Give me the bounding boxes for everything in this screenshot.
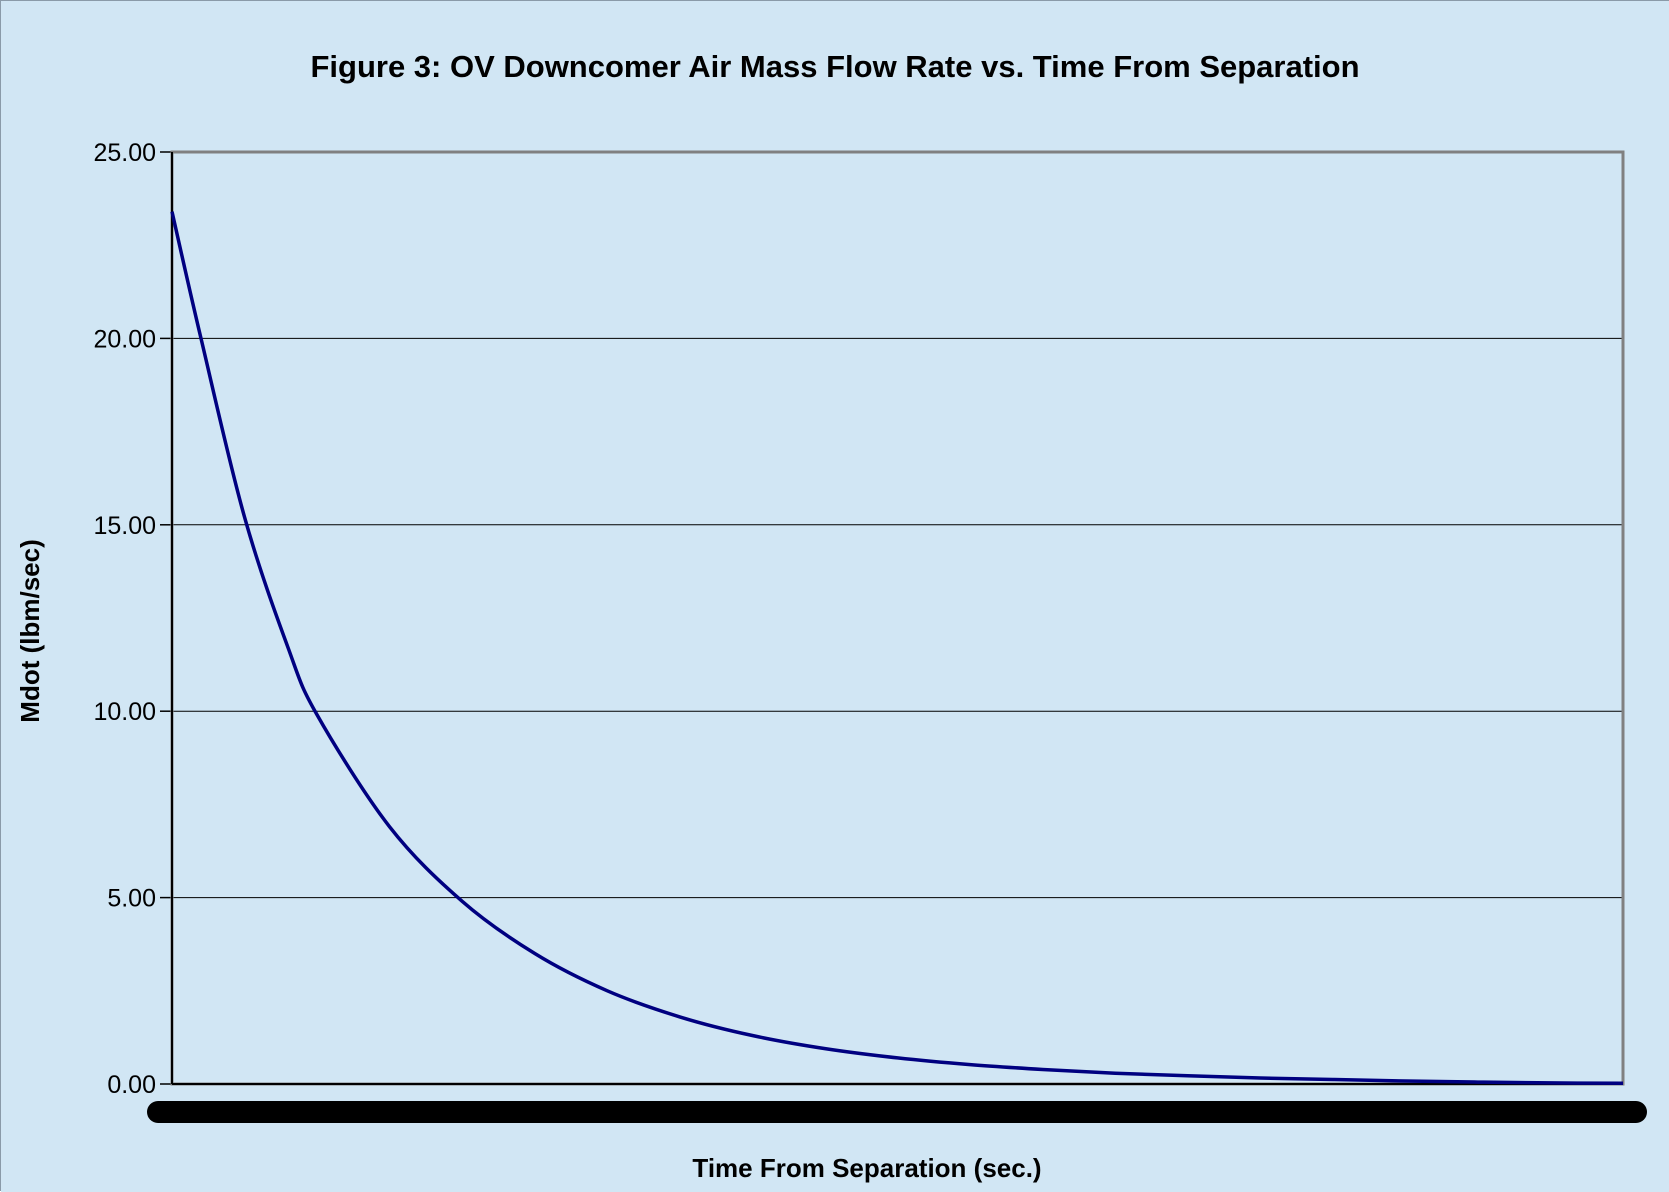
y-tick-label: 0.00 bbox=[107, 1071, 156, 1099]
y-axis-title: Mdot (lbm/sec) bbox=[15, 539, 45, 722]
plot-background bbox=[172, 152, 1623, 1084]
x-axis-title: Time From Separation (sec.) bbox=[692, 1153, 1041, 1183]
y-tick-label: 15.00 bbox=[93, 512, 156, 540]
y-tick-label: 25.00 bbox=[93, 139, 156, 167]
series-line bbox=[170, 211, 1624, 1086]
plot-area: 0.00 5.00 10.00 15.00 20.00 25.00 bbox=[93, 139, 1647, 1123]
y-tick-label: 5.00 bbox=[107, 885, 156, 913]
y-tick-label: 10.00 bbox=[93, 698, 156, 726]
y-tick-label: 20.00 bbox=[93, 325, 156, 353]
x-tick-labels-band bbox=[147, 1101, 1647, 1123]
chart-title: Figure 3: OV Downcomer Air Mass Flow Rat… bbox=[310, 49, 1359, 84]
